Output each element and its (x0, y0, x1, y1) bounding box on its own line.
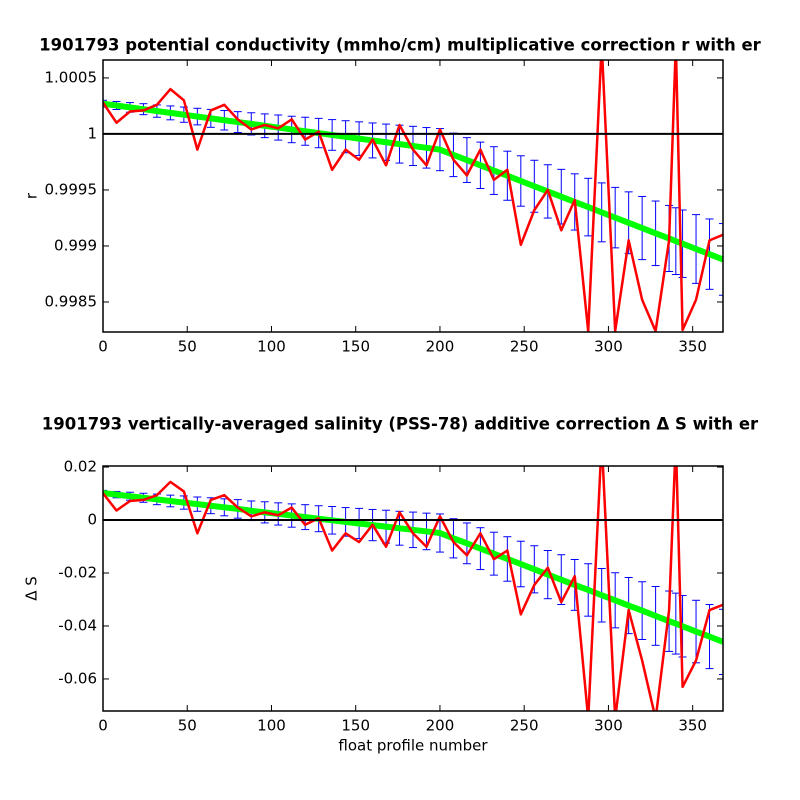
x-tick-label: 0 (98, 338, 108, 356)
x-tick-label: 350 (678, 717, 707, 735)
plot-area (103, 466, 723, 711)
x-tick-label: 200 (426, 338, 455, 356)
plot-area (103, 60, 723, 332)
x-tick-label: 200 (426, 717, 455, 735)
x-tick-label: 250 (510, 338, 539, 356)
y-tick-label: 0.9995 (45, 180, 98, 198)
y-tick-label: 0.999 (54, 236, 97, 254)
axes-box (102, 59, 724, 333)
y-tick-label: -0.04 (58, 616, 97, 634)
x-tick-label: 150 (341, 717, 370, 735)
axes-box (102, 465, 724, 712)
x-tick-label: 0 (98, 717, 108, 735)
chart-title: 1901793 potential conductivity (mmho/cm)… (39, 36, 761, 55)
x-tick-label: 300 (594, 717, 623, 735)
y-axis-label: r (23, 192, 41, 199)
x-tick-label: 100 (257, 338, 286, 356)
y-tick-label: 0.02 (64, 458, 97, 476)
error-bar (719, 223, 723, 296)
y-axis-label: Δ S (23, 576, 41, 601)
x-tick-label: 250 (510, 717, 539, 735)
y-tick-label: 1.0005 (45, 68, 98, 86)
x-tick-label: 150 (341, 338, 370, 356)
error-bar (719, 608, 723, 675)
y-tick-label: 1 (87, 124, 97, 142)
x-tick-label: 300 (594, 338, 623, 356)
x-tick-label: 100 (257, 717, 286, 735)
y-tick-label: 0 (87, 511, 97, 529)
x-tick-label: 350 (678, 338, 707, 356)
data-line (103, 60, 723, 332)
chart-title: 1901793 vertically-averaged salinity (PS… (42, 415, 759, 434)
y-tick-label: 0.9985 (45, 292, 98, 310)
y-tick-label: -0.02 (58, 564, 97, 582)
x-tick-label: 50 (178, 717, 197, 735)
data-line (103, 466, 723, 711)
y-tick-label: -0.06 (58, 669, 97, 687)
x-tick-label: 50 (178, 338, 197, 356)
x-axis-label: float profile number (338, 737, 488, 755)
